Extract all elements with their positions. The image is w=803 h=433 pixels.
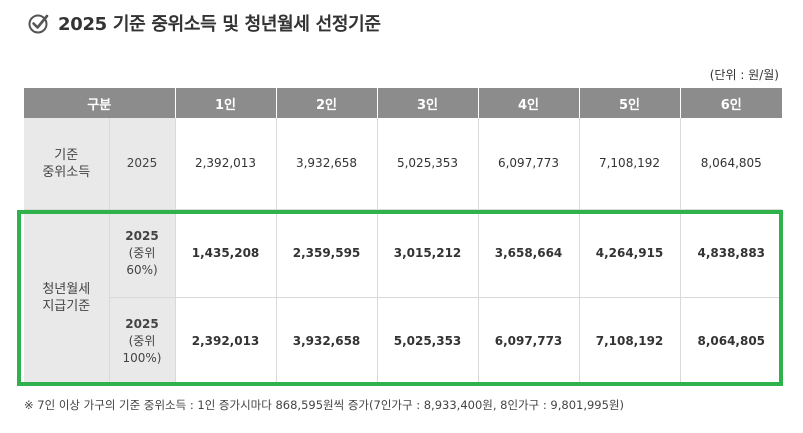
sub-note: 60%) [126, 263, 158, 277]
sub-note: (중위 [128, 334, 156, 348]
header-category: 구분 [24, 88, 176, 118]
table-cell: 3,932,658 [276, 118, 378, 210]
table-cell: 1,435,208 [175, 209, 277, 298]
header-4person: 4인 [478, 88, 580, 118]
table-cell: 4,838,883 [680, 209, 783, 298]
sub-criteria: 2025 (중위 60%) [109, 209, 176, 298]
category-line: 중위소득 [42, 164, 91, 180]
table-cell: 8,064,805 [680, 118, 783, 210]
table-cell: 3,658,664 [478, 209, 580, 298]
header-6person: 6인 [680, 88, 783, 118]
category-line: 기준 [54, 147, 79, 163]
table-cell: 4,264,915 [579, 209, 681, 298]
table-cell: 3,015,212 [377, 209, 479, 298]
sub-year: 2025 [125, 317, 159, 331]
sub-year: 2025 [109, 118, 176, 210]
table-row: 청년월세 지급기준 2025 (중위 60%) 1,435,208 2,359,… [24, 209, 783, 386]
category-youth-rent: 청년월세 지급기준 [24, 209, 110, 386]
table-cell: 6,097,773 [478, 297, 580, 386]
table-cell: 5,025,353 [377, 118, 479, 210]
header-row: 구분 1인 2인 3인 4인 5인 6인 [24, 88, 783, 118]
table-row: 2025 (중위 100%) 2,392,013 3,932,658 5,025… [24, 297, 783, 386]
unit-note: (단위 : 원/월) [709, 68, 779, 82]
title-bar: 2025 기준 중위소득 및 청년월세 선정기준 [28, 10, 381, 36]
sub-criteria: 2025 (중위 100%) [109, 297, 176, 386]
category-median-income: 기준 중위소득 [24, 118, 110, 210]
table-cell: 8,064,805 [680, 297, 783, 386]
table-cell: 2,392,013 [175, 297, 277, 386]
table-row: 기준 중위소득 2025 2,392,013 3,932,658 5,025,3… [24, 118, 783, 210]
page-title: 2025 기준 중위소득 및 청년월세 선정기준 [58, 14, 381, 35]
table-cell: 7,108,192 [579, 118, 681, 210]
category-line: 지급기준 [42, 298, 91, 314]
header-2person: 2인 [276, 88, 378, 118]
table-cell: 2,392,013 [175, 118, 277, 210]
sub-note: (중위 [128, 246, 156, 260]
header-3person: 3인 [377, 88, 479, 118]
table-cell: 6,097,773 [478, 118, 580, 210]
table-cell: 3,932,658 [276, 297, 378, 386]
header-1person: 1인 [175, 88, 277, 118]
table-cell: 7,108,192 [579, 297, 681, 386]
table-cell: 2,359,595 [276, 209, 378, 298]
header-5person: 5인 [579, 88, 681, 118]
sub-note: 100%) [122, 351, 162, 365]
table-cell: 5,025,353 [377, 297, 479, 386]
check-circle-icon [28, 14, 49, 34]
sub-year: 2025 [125, 229, 159, 243]
income-table: 구분 1인 2인 3인 4인 5인 6인 기준 중위소득 2025 2,392,… [24, 88, 783, 386]
footnote: ※ 7인 이상 가구의 기준 중위소득 : 1인 증가시마다 868,595원씩… [24, 398, 624, 412]
category-line: 청년월세 [42, 281, 91, 297]
